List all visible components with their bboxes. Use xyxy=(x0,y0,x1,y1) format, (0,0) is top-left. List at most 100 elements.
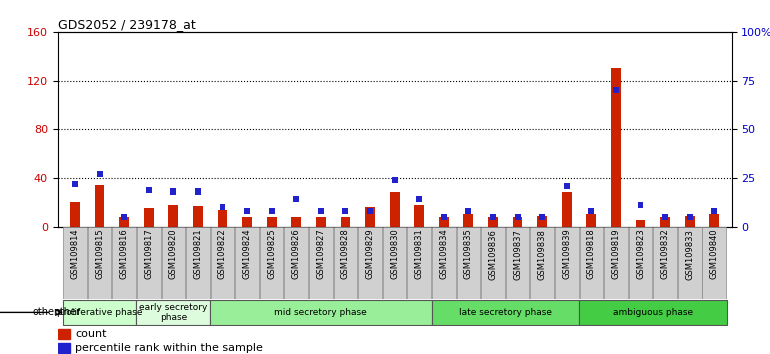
FancyBboxPatch shape xyxy=(88,227,112,299)
FancyBboxPatch shape xyxy=(653,227,677,299)
Bar xyxy=(293,196,300,202)
FancyBboxPatch shape xyxy=(678,227,701,299)
FancyBboxPatch shape xyxy=(383,227,407,299)
Text: count: count xyxy=(75,329,107,339)
Text: late secretory phase: late secretory phase xyxy=(459,308,552,317)
Bar xyxy=(490,214,496,220)
FancyBboxPatch shape xyxy=(457,227,480,299)
FancyBboxPatch shape xyxy=(309,227,333,299)
Bar xyxy=(95,185,105,227)
FancyBboxPatch shape xyxy=(629,227,652,299)
Bar xyxy=(170,188,176,195)
Text: percentile rank within the sample: percentile rank within the sample xyxy=(75,343,263,353)
FancyBboxPatch shape xyxy=(432,227,456,299)
Bar xyxy=(464,215,474,227)
Bar xyxy=(58,343,70,353)
Bar xyxy=(219,204,226,210)
Text: GSM109828: GSM109828 xyxy=(341,229,350,280)
Text: GSM109818: GSM109818 xyxy=(587,229,596,280)
Text: GSM109837: GSM109837 xyxy=(513,229,522,280)
FancyBboxPatch shape xyxy=(506,227,530,299)
Bar xyxy=(316,217,326,227)
Bar xyxy=(121,214,127,220)
Text: GSM109825: GSM109825 xyxy=(267,229,276,279)
Text: GSM109832: GSM109832 xyxy=(661,229,670,280)
Bar xyxy=(58,329,70,339)
Text: other: other xyxy=(32,307,59,318)
Bar xyxy=(367,208,373,214)
Text: early secretory
phase: early secretory phase xyxy=(139,303,207,322)
Bar xyxy=(587,215,596,227)
Bar xyxy=(414,205,424,227)
FancyBboxPatch shape xyxy=(186,227,209,299)
Bar xyxy=(513,217,523,227)
Bar xyxy=(266,217,276,227)
Text: GSM109834: GSM109834 xyxy=(440,229,448,280)
Bar xyxy=(638,202,644,208)
Bar xyxy=(687,214,693,220)
Text: GSM109820: GSM109820 xyxy=(169,229,178,279)
Text: GSM109823: GSM109823 xyxy=(636,229,645,280)
Bar xyxy=(144,208,154,227)
Bar xyxy=(269,208,275,214)
FancyBboxPatch shape xyxy=(579,299,727,325)
Text: GDS2052 / 239178_at: GDS2052 / 239178_at xyxy=(58,18,196,31)
FancyBboxPatch shape xyxy=(604,227,628,299)
Text: proliferative phase: proliferative phase xyxy=(57,308,142,317)
Bar xyxy=(343,208,348,214)
Bar xyxy=(514,214,521,220)
Bar xyxy=(441,214,447,220)
FancyBboxPatch shape xyxy=(236,227,259,299)
Bar xyxy=(96,171,102,177)
Bar xyxy=(193,206,203,227)
Bar xyxy=(635,221,645,227)
Text: GSM109840: GSM109840 xyxy=(710,229,718,279)
FancyBboxPatch shape xyxy=(211,227,234,299)
FancyBboxPatch shape xyxy=(260,227,283,299)
Bar xyxy=(244,208,250,214)
FancyBboxPatch shape xyxy=(531,227,554,299)
Bar xyxy=(709,215,719,227)
Bar xyxy=(539,214,545,220)
Text: other: other xyxy=(0,307,80,318)
Bar xyxy=(291,217,301,227)
Bar xyxy=(588,208,594,214)
Text: GSM109826: GSM109826 xyxy=(292,229,301,280)
Bar xyxy=(711,208,717,214)
Bar xyxy=(685,216,695,227)
Text: GSM109838: GSM109838 xyxy=(537,229,547,280)
Bar xyxy=(340,217,350,227)
Bar xyxy=(72,181,78,187)
Bar xyxy=(195,188,201,195)
FancyBboxPatch shape xyxy=(580,227,603,299)
Bar xyxy=(318,208,324,214)
Text: GSM109839: GSM109839 xyxy=(562,229,571,280)
FancyBboxPatch shape xyxy=(702,227,726,299)
Text: GSM109831: GSM109831 xyxy=(415,229,424,280)
FancyBboxPatch shape xyxy=(62,299,136,325)
Bar xyxy=(662,214,668,220)
Text: GSM109830: GSM109830 xyxy=(390,229,399,280)
Bar xyxy=(365,207,375,227)
FancyBboxPatch shape xyxy=(162,227,185,299)
Text: GSM109836: GSM109836 xyxy=(488,229,497,280)
Bar xyxy=(392,177,397,183)
FancyBboxPatch shape xyxy=(112,227,136,299)
Bar xyxy=(119,217,129,227)
Bar xyxy=(613,87,619,93)
Bar xyxy=(660,217,670,227)
FancyBboxPatch shape xyxy=(358,227,382,299)
FancyBboxPatch shape xyxy=(136,299,210,325)
FancyBboxPatch shape xyxy=(333,227,357,299)
FancyBboxPatch shape xyxy=(284,227,308,299)
Bar xyxy=(465,208,471,214)
FancyBboxPatch shape xyxy=(555,227,578,299)
Text: GSM109827: GSM109827 xyxy=(316,229,326,280)
Text: ambiguous phase: ambiguous phase xyxy=(613,308,693,317)
Text: GSM109829: GSM109829 xyxy=(366,229,374,279)
Bar xyxy=(562,193,571,227)
Text: GSM109817: GSM109817 xyxy=(144,229,153,280)
Text: GSM109822: GSM109822 xyxy=(218,229,227,279)
Bar xyxy=(169,205,178,227)
Bar xyxy=(611,68,621,227)
